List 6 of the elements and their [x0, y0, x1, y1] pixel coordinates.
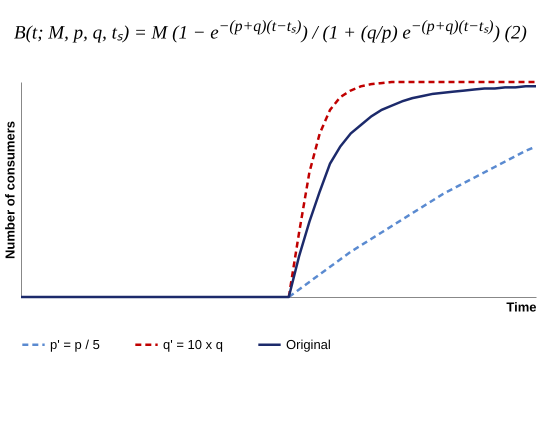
legend-label: Original — [286, 336, 331, 352]
chart-title: B(t; M, p, q, tₛ) = M (1 − e$^{−(p+q)(t−tₛ)}$) / (1 + (q/p) e$^{−(p+q)(t−tₛ)}$) (2) — [13, 17, 528, 46]
x-axis-title: Time — [506, 300, 536, 314]
legend-label: q' = 10 x q — [163, 336, 223, 352]
legend-label: p' = p / 5 — [50, 336, 100, 352]
y-axis-title: Number of consumers — [2, 121, 18, 259]
